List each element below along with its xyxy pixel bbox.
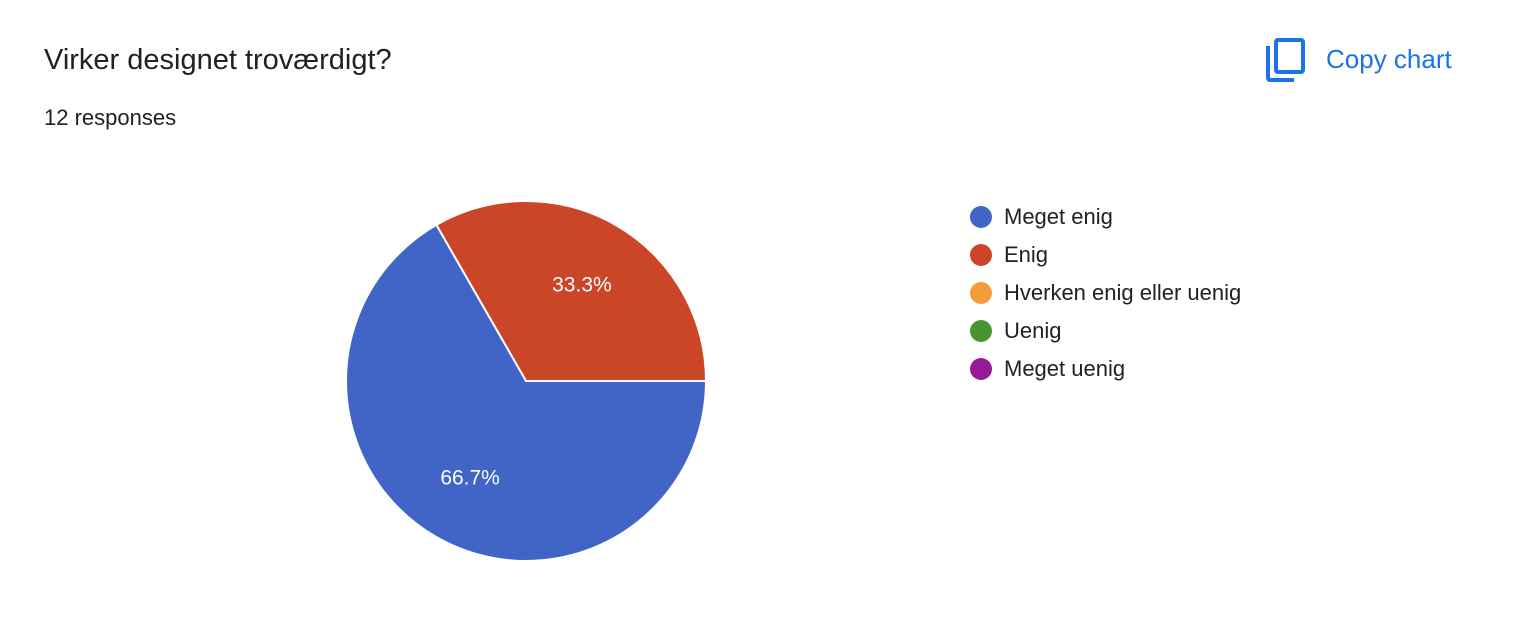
legend-label: Uenig [1004, 318, 1062, 343]
copy-icon [1266, 38, 1305, 82]
response-count: 12 responses [44, 105, 177, 130]
chart-title: Virker designet troværdigt? [44, 44, 392, 76]
legend-label: Enig [1004, 242, 1049, 267]
slice-value-label: 66.7% [440, 467, 500, 490]
copy-chart-label: Copy chart [1326, 44, 1452, 74]
legend: Meget enig Enig Hverken enig eller uenig… [970, 198, 1241, 388]
legend-item[interactable]: Uenig [970, 312, 1241, 350]
legend-label: Meget uenig [1004, 356, 1126, 381]
legend-item[interactable]: Meget enig [970, 198, 1241, 236]
legend-swatch [970, 244, 992, 266]
legend-swatch [970, 320, 992, 342]
legend-swatch [970, 206, 992, 228]
legend-item[interactable]: Enig [970, 236, 1241, 274]
slice-value-label: 33.3% [552, 273, 612, 296]
legend-item[interactable]: Hverken enig eller uenig [970, 274, 1241, 312]
legend-label: Meget enig [1004, 204, 1113, 229]
legend-swatch [970, 282, 992, 304]
legend-swatch [970, 358, 992, 380]
pie-slice[interactable] [434, 200, 708, 382]
legend-item[interactable]: Meget uenig [970, 350, 1241, 388]
pie-slice[interactable] [345, 223, 708, 562]
legend-label: Hverken enig eller uenig [1004, 280, 1242, 305]
copy-chart-button[interactable]: Copy chart [1256, 32, 1492, 88]
